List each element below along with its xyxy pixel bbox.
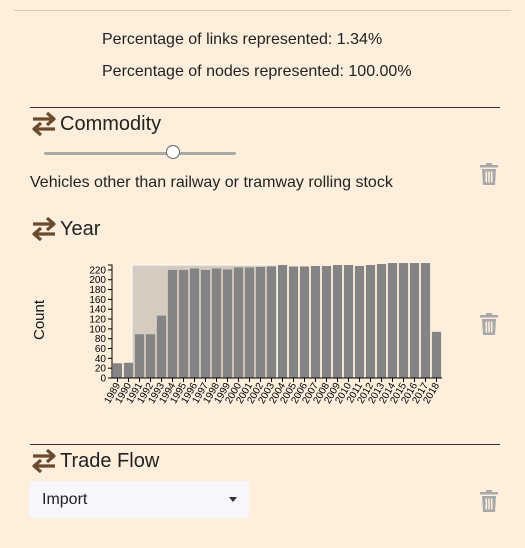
histogram-bar[interactable] [376,264,387,378]
y-tick-label: 220 [89,265,106,276]
histogram-bar[interactable] [332,265,343,378]
histogram-bar[interactable] [288,266,299,378]
year-title: Year [60,217,101,240]
trade-flow-select[interactable]: Import [29,481,249,518]
year-histogram[interactable]: 0 20 40 60 80 100 120 140 160 180 200 220 1989 1990 19… [28,256,448,421]
trash-icon[interactable] [480,163,498,185]
slider-thumb[interactable] [165,145,180,159]
y-tick-label: 80 [95,334,107,345]
nodes-percentage-text: Percentage of nodes represented: 100.00% [102,63,412,80]
commodity-divider [30,107,500,108]
y-axis-line [108,264,113,379]
y-tick-label: 0 [100,374,106,385]
histogram-bar[interactable] [211,268,222,378]
histogram-bar[interactable] [398,263,409,378]
histogram-bar[interactable] [233,267,244,378]
caret-down-icon [229,497,237,502]
swap-arrows-icon [32,112,56,136]
y-axis-label: Count [31,299,48,340]
y-tick-label: 120 [89,315,106,326]
commodity-header: Commodity [30,112,161,136]
year-chart-svg[interactable]: 0204060801001201401601802002201989199019… [28,256,448,416]
histogram-bar[interactable] [409,263,420,378]
swap-arrows-icon [32,449,56,473]
histogram-bar[interactable] [277,265,288,378]
histogram-bar[interactable] [200,269,211,378]
histogram-bar[interactable] [255,266,266,378]
links-percentage-text: Percentage of links represented: 1.34% [102,31,383,48]
histogram-bar[interactable] [167,269,178,378]
trade-flow-selected-value: Import [42,490,88,508]
histogram-bar[interactable] [431,331,442,378]
histogram-bar[interactable] [123,362,134,378]
histogram-bar[interactable] [354,265,365,378]
y-tick-label: 60 [95,344,107,355]
histogram-bar[interactable] [112,363,123,378]
y-tick-label: 20 [95,364,107,375]
y-tick-label: 180 [89,285,106,296]
commodity-selected-text: Vehicles other than railway or tramway r… [30,174,393,191]
histogram-bar[interactable] [178,269,189,378]
swap-arrows-icon [32,217,56,241]
trade-flow-divider [30,444,500,445]
histogram-bar[interactable] [266,266,277,378]
histogram-bar[interactable] [365,265,376,378]
trash-icon[interactable] [480,313,498,335]
histogram-bar[interactable] [343,265,354,378]
commodity-slider[interactable] [44,145,236,161]
histogram-bar[interactable] [134,334,145,378]
histogram-bar[interactable] [189,268,200,378]
y-tick-label: 140 [89,305,106,316]
histogram-bar[interactable] [156,315,167,378]
y-tick-label: 100 [89,324,106,335]
y-tick-label: 200 [89,275,106,286]
histogram-bar[interactable] [387,263,398,378]
histogram-bar[interactable] [310,265,321,378]
histogram-bar[interactable] [244,267,255,378]
histogram-bar[interactable] [321,265,332,378]
trade-flow-header: Trade Flow [30,449,159,473]
histogram-bar[interactable] [145,334,156,378]
trash-icon[interactable] [480,490,498,512]
y-tick-label: 160 [89,295,106,306]
histogram-bar[interactable] [222,269,233,378]
y-tick-label: 40 [95,354,107,365]
trade-flow-title: Trade Flow [60,449,160,472]
slider-track[interactable] [44,152,236,155]
year-header: Year [30,217,100,241]
histogram-bar[interactable] [299,266,310,378]
histogram-bar[interactable] [420,263,431,378]
top-divider [14,10,511,11]
commodity-title: Commodity [60,112,162,135]
